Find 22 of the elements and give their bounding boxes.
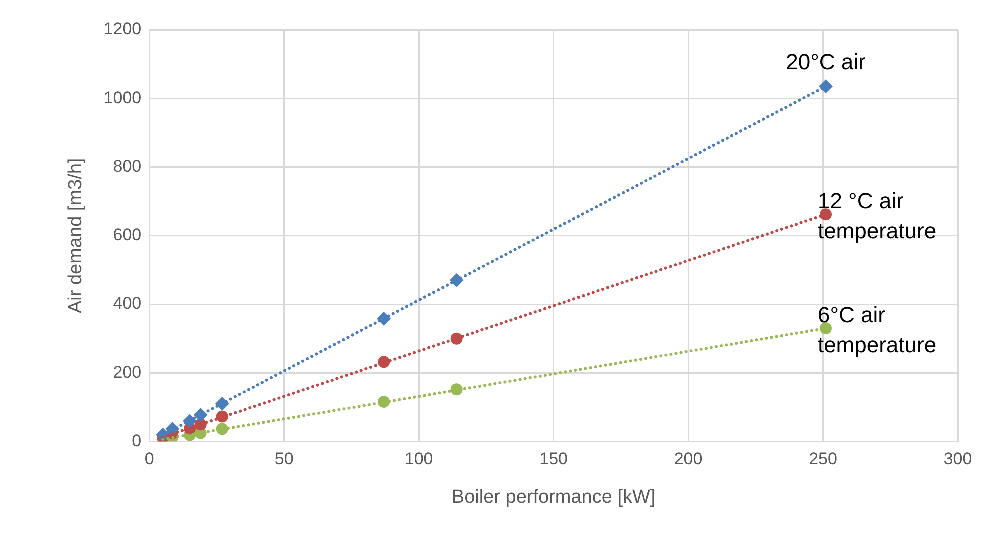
x-tick-label: 100 <box>404 450 434 469</box>
y-tick-label: 400 <box>113 294 142 314</box>
y-tick-label: 600 <box>113 226 142 245</box>
series-label: 12 °C air temperature <box>818 188 937 244</box>
x-tick-label: 150 <box>540 450 568 469</box>
x-tick-label: 0 <box>144 450 154 469</box>
y-tick-label: 1200 <box>104 20 142 39</box>
point <box>820 322 832 335</box>
x-tick-label: 300 <box>944 450 972 469</box>
x-tick-label: 200 <box>674 450 703 469</box>
y-tick-label: 800 <box>113 156 142 176</box>
y-tick-label: 0 <box>132 431 142 450</box>
x-axis-title: Boiler performance [kW] <box>452 486 656 508</box>
series-label: 20°C air <box>786 50 866 75</box>
point <box>818 80 833 94</box>
y-tick-label: 1000 <box>104 88 142 108</box>
y-axis-title: Air demand [m3/h] <box>66 158 87 314</box>
x-tick-label: 250 <box>809 450 838 469</box>
point <box>820 208 832 221</box>
series-label: 6°C air temperature <box>818 302 937 358</box>
x-tick-label: 50 <box>274 450 294 469</box>
y-tick-label: 200 <box>113 362 142 382</box>
